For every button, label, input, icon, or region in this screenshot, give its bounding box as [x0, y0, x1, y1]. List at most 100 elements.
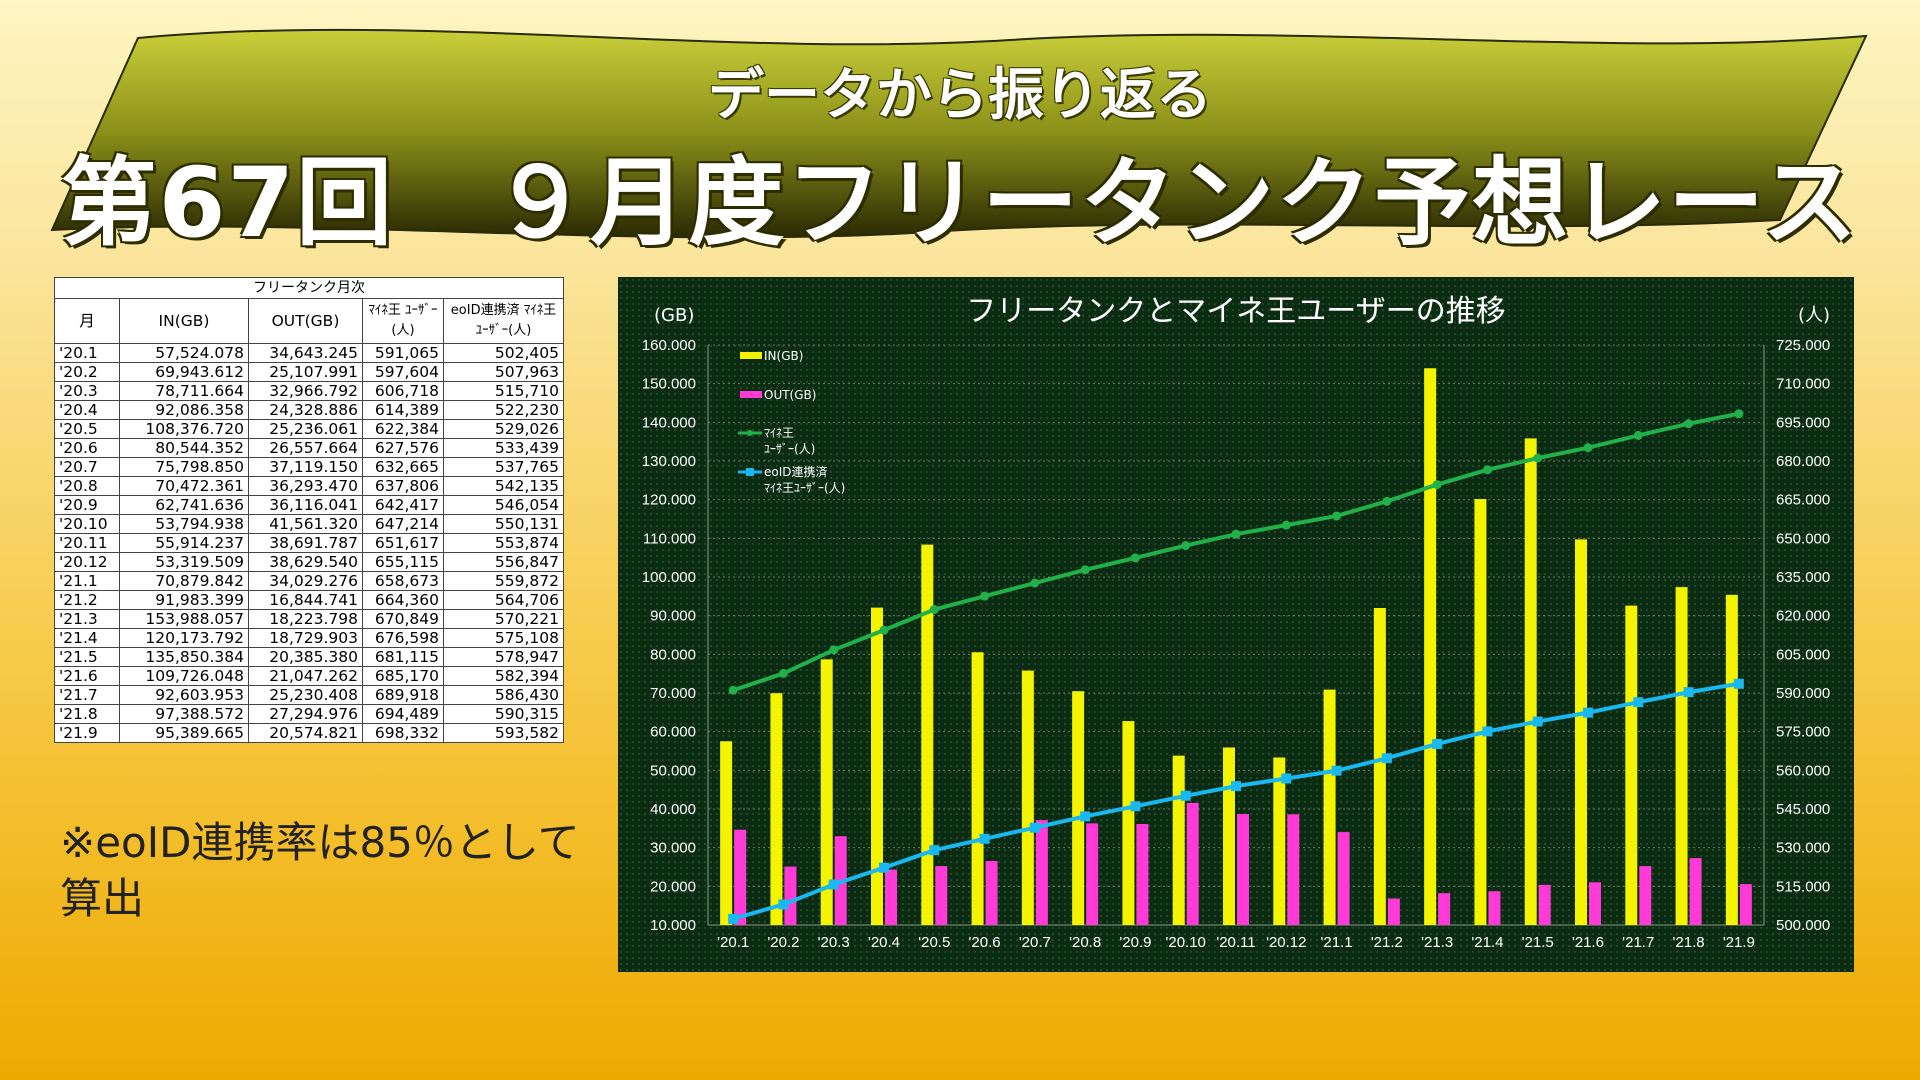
table-row: '20.12 53,319.509 38,629.540 655,115 556,847	[54, 552, 564, 572]
point-eoid-users	[1130, 801, 1141, 812]
table-cell: '20.1	[54, 343, 120, 363]
table-cell: '20.6	[54, 438, 120, 458]
table-row: '20.2 69,943.612 25,107.991 597,604 507,963	[54, 362, 564, 382]
point-maine-users	[1281, 520, 1291, 530]
bar-out	[784, 866, 797, 925]
bar-in	[720, 741, 733, 925]
bar-in	[871, 607, 883, 925]
bar-in	[1021, 670, 1034, 925]
table-cell: 21,047.262	[248, 666, 363, 686]
table-cell: 153,988.057	[119, 609, 249, 629]
table-cell: 655,115	[362, 552, 444, 572]
table-cell: 556,847	[443, 552, 564, 572]
table-cell: 564,706	[443, 590, 564, 610]
x-tick-label: '20.4	[868, 934, 900, 951]
table-row: '21.9 95,389.665 20,574.821 698,332 593,582	[54, 723, 564, 743]
table-cell: 681,115	[362, 647, 444, 667]
table-cell: 597,604	[362, 362, 444, 382]
point-eoid-users	[1482, 726, 1493, 737]
table-cell: 55,914.237	[119, 533, 249, 553]
point-maine-users	[1130, 553, 1140, 563]
line-eoid-users	[732, 681, 1740, 921]
bar-out	[935, 866, 948, 925]
table-cell: 575,108	[443, 628, 564, 648]
table-cell: 80,544.352	[119, 438, 249, 458]
table-cell: 529,026	[443, 419, 564, 439]
table-cell: 34,643.245	[248, 343, 363, 363]
table-cell: 553,874	[443, 533, 564, 553]
table-cell: 647,214	[362, 514, 444, 534]
header-out: OUT(GB)	[248, 298, 363, 344]
table-cell: 651,617	[362, 533, 444, 553]
table-cell: '21.2	[54, 590, 120, 610]
bar-out	[1035, 820, 1048, 925]
table-row: '20.10 53,794.938 41,561.320 647,214 550,131	[54, 514, 564, 534]
point-maine-users	[1633, 430, 1643, 440]
point-maine-users	[728, 685, 738, 695]
x-tick-label: '21.1	[1321, 934, 1353, 951]
bar-in	[1474, 498, 1487, 925]
y-right-tick-label: 530.000	[1776, 840, 1830, 857]
table-cell: 120,173.792	[119, 628, 249, 648]
table-cell: 109,726.048	[119, 666, 249, 686]
monthly-data-table: フリータンク月次 月 IN(GB) OUT(GB) ﾏｲﾈ王 ﾕｰｻﾞｰ(人) …	[54, 277, 564, 743]
point-eoid-users	[1080, 811, 1091, 822]
table-cell: 27,294.976	[248, 704, 363, 724]
table-cell: 627,576	[362, 438, 444, 458]
banner-subtitle: データから振り返る	[708, 63, 1212, 128]
bar-out	[1186, 802, 1199, 925]
point-maine-users	[1030, 578, 1040, 588]
y-right-tick-label: 710.000	[1776, 376, 1830, 393]
y-left-tick-label: 100.000	[642, 569, 696, 586]
bar-out	[985, 860, 998, 925]
bar-in	[971, 652, 984, 925]
table-cell: '21.7	[54, 685, 120, 705]
point-eoid-users	[1180, 790, 1191, 801]
table-cell: 62,741.636	[119, 495, 249, 515]
table-cell: 69,943.612	[119, 362, 249, 382]
table-row: '21.7 92,603.953 25,230.408 689,918 586,430	[54, 685, 564, 705]
table-cell: 614,389	[362, 400, 444, 420]
y-left-tick-label: 110.000	[643, 530, 696, 547]
y-left-tick-label: 60.000	[650, 724, 696, 741]
table-cell: 658,673	[362, 571, 444, 591]
table-row: '20.5 108,376.720 25,236.061 622,384 529,026	[54, 419, 564, 439]
x-tick-label: '20.1	[717, 934, 749, 951]
bar-out	[1639, 866, 1652, 925]
x-tick-label: '20.3	[818, 934, 850, 951]
table-cell: 676,598	[362, 628, 444, 648]
table-cell: 53,794.938	[119, 514, 249, 534]
bar-in	[820, 659, 833, 925]
table-cell: 664,360	[362, 590, 444, 610]
table-cell: '20.3	[54, 381, 120, 401]
y-right-tick-label: 695.000	[1776, 414, 1830, 431]
table-row: '20.1 57,524.078 34,643.245 591,065 502,405	[54, 343, 564, 363]
point-maine-users	[1080, 565, 1090, 575]
x-tick-label: '20.8	[1069, 934, 1101, 951]
point-maine-users	[778, 668, 788, 678]
bar-in	[1223, 747, 1235, 925]
point-eoid-users	[1231, 781, 1241, 792]
legend-in: IN(GB)	[764, 349, 803, 363]
point-eoid-users	[778, 899, 789, 910]
table-row: '21.8 97,388.572 27,294.976 694,489 590,315	[54, 704, 564, 724]
bar-out	[1488, 891, 1501, 925]
table-row: '20.8 70,472.361 36,293.470 637,806 542,135	[54, 476, 564, 496]
header-month: 月	[54, 298, 120, 344]
y-left-tick-label: 20.000	[650, 878, 696, 895]
table-row: '21.1 70,879.842 34,029.276 658,673 559,872	[54, 571, 564, 591]
table-cell: 38,629.540	[248, 552, 363, 572]
point-eoid-users	[879, 862, 889, 873]
bar-in	[1172, 755, 1185, 925]
table-row: '20.11 55,914.237 38,691.787 651,617 553,874	[54, 533, 564, 553]
point-maine-users	[1583, 443, 1593, 453]
table-row: '20.7 75,798.850 37,119.150 632,665 537,765	[54, 457, 564, 477]
table-cell: '21.5	[54, 647, 120, 667]
point-maine-users	[1382, 496, 1392, 506]
table-row: '21.5 135,850.384 20,385.380 681,115 578,947	[54, 647, 564, 667]
x-tick-label: '20.7	[1019, 934, 1051, 951]
y-right-tick-label: 725.000	[1776, 337, 1830, 354]
bar-out	[1287, 814, 1300, 925]
y-right-tick-label: 650.000	[1776, 530, 1830, 547]
table-cell: '21.9	[54, 723, 120, 743]
